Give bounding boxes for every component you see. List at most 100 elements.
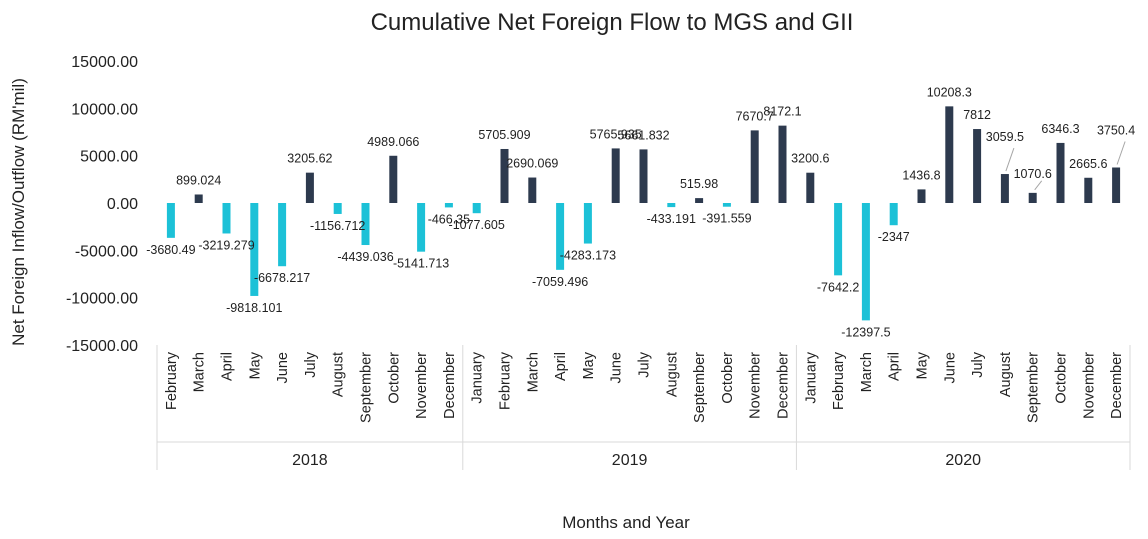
x-tick-label: November — [748, 352, 764, 419]
data-label: -391.559 — [702, 212, 751, 226]
bar — [722, 203, 731, 207]
data-label: -1156.712 — [310, 219, 365, 233]
x-tick-label: September — [359, 352, 375, 423]
bar — [750, 130, 759, 203]
y-tick-label: -15000.00 — [66, 338, 138, 355]
data-label: 8172.1 — [763, 105, 801, 119]
x-tick-label: December — [776, 352, 792, 419]
x-tick-label: May — [915, 351, 931, 379]
bar — [861, 203, 870, 321]
x-tick-label: May — [247, 351, 263, 379]
x-tick-label: August — [331, 352, 347, 397]
data-label: -1077.605 — [449, 218, 505, 232]
bar — [194, 194, 203, 203]
bar — [889, 203, 898, 226]
data-label: 1436.8 — [902, 168, 940, 182]
data-label: 5765.935 — [590, 127, 642, 141]
x-tick-label: September — [1026, 352, 1042, 423]
y-tick-label: 10000.00 — [71, 101, 138, 118]
data-label: 7812 — [963, 108, 991, 122]
x-tick-label: March — [525, 352, 541, 392]
data-label: 7670.7 — [736, 109, 774, 123]
y-tick-label: 0.00 — [107, 196, 138, 213]
data-label: -433.191 — [647, 212, 696, 226]
x-tick-label: December — [1109, 352, 1125, 419]
bar — [417, 203, 426, 252]
data-label: 899.024 — [176, 173, 221, 187]
x-tick-label: January — [470, 351, 486, 403]
x-tick-label: April — [220, 352, 236, 381]
x-tick-label: April — [553, 352, 569, 381]
x-tick-label: October — [386, 352, 402, 404]
bar — [305, 172, 314, 203]
year-label: 2020 — [945, 452, 981, 469]
data-label: 1070.6 — [1014, 167, 1052, 181]
x-tick-label: July — [637, 351, 653, 378]
x-tick-label: September — [692, 352, 708, 423]
bar — [611, 148, 620, 203]
x-tick-label: April — [887, 352, 903, 381]
x-tick-label: February — [164, 351, 180, 410]
y-tick-label: 15000.00 — [71, 54, 138, 71]
bar — [834, 203, 843, 276]
data-label: 3059.5 — [986, 130, 1024, 144]
data-label: -2347 — [878, 230, 910, 244]
x-tick-label: November — [414, 352, 430, 419]
data-label: 3200.6 — [791, 152, 829, 166]
y-tick-label: -5000.00 — [75, 243, 138, 260]
x-tick-label: October — [720, 352, 736, 404]
x-axis: February March April May June July August Septe… — [156, 345, 1131, 470]
bar — [1056, 142, 1065, 203]
x-tick-label: June — [942, 352, 958, 383]
year-label: 2018 — [292, 452, 328, 469]
bar — [278, 203, 287, 267]
x-tick-label: August — [664, 352, 680, 397]
bar — [361, 203, 370, 246]
data-label: -466.35 — [428, 212, 470, 226]
x-axis-title: Months and Year — [562, 513, 690, 532]
data-label: -12397.5 — [841, 325, 890, 339]
data-label: 5705.909 — [478, 128, 530, 142]
data-label: -4283.173 — [560, 249, 616, 263]
x-tick-label: March — [192, 352, 208, 392]
bar — [778, 125, 787, 203]
bar — [472, 203, 481, 214]
label-leader-line — [1034, 180, 1043, 191]
data-label: 515.98 — [680, 177, 718, 191]
year-label: 2019 — [612, 452, 648, 469]
x-tick-label: August — [998, 352, 1014, 397]
data-label: 6346.3 — [1041, 122, 1079, 136]
chart-title: Cumulative Net Foreign Flow to MGS and G… — [371, 9, 854, 36]
bar — [973, 129, 982, 203]
x-tick-label: July — [303, 351, 319, 378]
data-label: 4989.066 — [367, 135, 419, 149]
label-leader-line — [1005, 147, 1015, 172]
x-tick-label: February — [498, 351, 514, 410]
data-label: 10208.3 — [927, 85, 972, 99]
x-tick-label: May — [581, 351, 597, 379]
data-label: -3219.279 — [198, 238, 254, 252]
bar — [583, 203, 592, 244]
data-label: -3680.49 — [146, 243, 195, 257]
x-tick-label: February — [831, 351, 847, 410]
data-label: -7059.496 — [532, 275, 588, 289]
bar — [1084, 177, 1093, 203]
bar — [667, 203, 676, 208]
data-label: 5661.832 — [617, 128, 669, 142]
data-label: 3750.4 — [1097, 123, 1135, 137]
bar — [806, 172, 815, 203]
bar — [444, 203, 453, 208]
data-label: -9818.101 — [226, 301, 282, 315]
bar — [945, 106, 954, 203]
data-label: -6678.217 — [254, 271, 310, 285]
data-label: 3205.62 — [287, 152, 332, 166]
data-label: -5141.713 — [393, 257, 449, 271]
bar — [556, 203, 565, 270]
x-tick-label: March — [859, 352, 875, 392]
label-leader-line — [1116, 141, 1126, 165]
y-tick-label: 5000.00 — [80, 149, 138, 166]
data-label: -4439.036 — [337, 250, 393, 264]
x-tick-label: June — [275, 352, 291, 383]
bar — [917, 189, 926, 203]
